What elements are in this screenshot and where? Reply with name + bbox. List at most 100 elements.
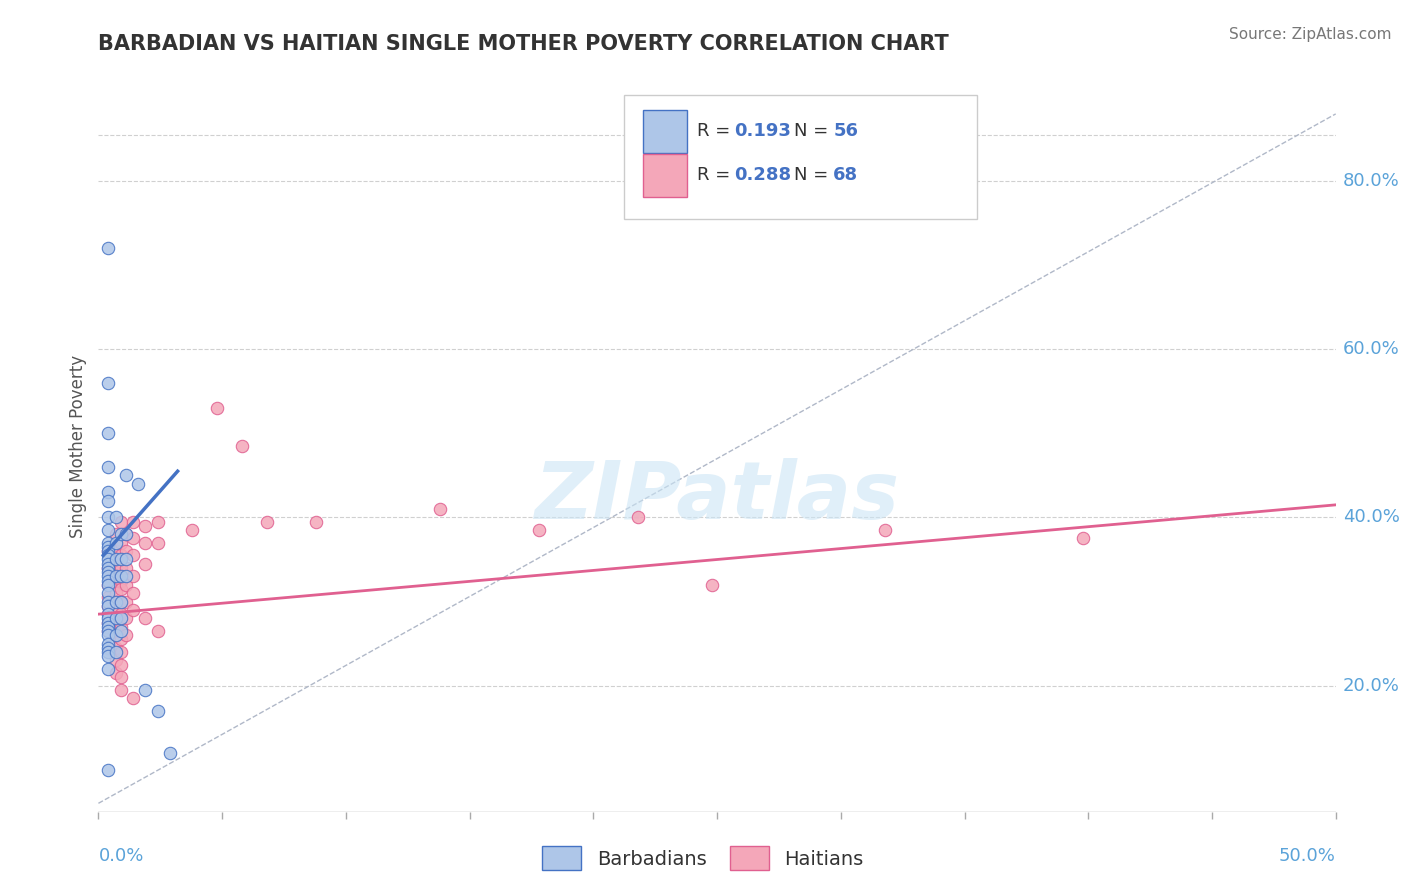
Point: [104, 628, 127, 642]
Point: [110, 549, 132, 563]
Point: [114, 527, 136, 541]
Point: [97, 510, 120, 524]
Point: [146, 535, 169, 549]
Text: 0.193: 0.193: [734, 122, 792, 140]
Point: [114, 611, 136, 625]
Text: 80.0%: 80.0%: [1343, 172, 1399, 190]
Point: [97, 535, 120, 549]
Point: [97, 376, 120, 390]
Point: [104, 552, 127, 566]
Point: [97, 578, 120, 592]
Point: [122, 691, 145, 706]
Point: [114, 527, 136, 541]
Point: [122, 532, 145, 546]
Point: [110, 624, 132, 638]
Point: [110, 527, 132, 541]
Point: [110, 620, 132, 634]
Point: [104, 603, 127, 617]
Text: 0.0%: 0.0%: [98, 847, 143, 865]
Point: [97, 607, 120, 622]
Text: R =: R =: [697, 167, 737, 185]
Point: [1071, 532, 1094, 546]
Point: [104, 594, 127, 608]
Point: [104, 611, 127, 625]
Point: [110, 682, 132, 697]
FancyBboxPatch shape: [643, 153, 688, 197]
Point: [231, 439, 253, 453]
Text: 60.0%: 60.0%: [1343, 341, 1399, 359]
Text: R =: R =: [697, 122, 737, 140]
Y-axis label: Single Mother Poverty: Single Mother Poverty: [69, 354, 87, 538]
Point: [97, 565, 120, 579]
Point: [97, 607, 120, 622]
Point: [110, 535, 132, 549]
Text: BARBADIAN VS HAITIAN SINGLE MOTHER POVERTY CORRELATION CHART: BARBADIAN VS HAITIAN SINGLE MOTHER POVER…: [98, 34, 949, 54]
Text: Source: ZipAtlas.com: Source: ZipAtlas.com: [1229, 27, 1392, 42]
Point: [114, 628, 136, 642]
Text: 20.0%: 20.0%: [1343, 677, 1399, 695]
Point: [97, 242, 120, 256]
Point: [110, 594, 132, 608]
Point: [134, 557, 156, 571]
Point: [97, 591, 120, 605]
Point: [97, 620, 120, 634]
Point: [97, 594, 120, 608]
Point: [104, 586, 127, 600]
Point: [97, 763, 120, 777]
Point: [110, 594, 132, 608]
Point: [104, 527, 127, 541]
Point: [104, 653, 127, 667]
Point: [104, 569, 127, 583]
Point: [104, 594, 127, 608]
Point: [181, 523, 204, 537]
Point: [104, 665, 127, 680]
Point: [114, 561, 136, 575]
Point: [700, 578, 723, 592]
Point: [110, 670, 132, 684]
Point: [97, 662, 120, 676]
Point: [97, 552, 120, 566]
Point: [97, 599, 120, 613]
Point: [114, 594, 136, 608]
Point: [627, 510, 650, 524]
Point: [122, 569, 145, 583]
Point: [97, 574, 120, 588]
Point: [110, 561, 132, 575]
Point: [97, 615, 120, 630]
Point: [114, 468, 136, 483]
Point: [97, 569, 120, 583]
Point: [104, 611, 127, 625]
Point: [104, 578, 127, 592]
Point: [104, 557, 127, 571]
Point: [134, 535, 156, 549]
Point: [97, 544, 120, 558]
Point: [97, 628, 120, 642]
Point: [97, 561, 120, 575]
Point: [104, 640, 127, 655]
Point: [97, 615, 120, 630]
Point: [110, 582, 132, 596]
Point: [527, 523, 550, 537]
Point: [122, 515, 145, 529]
Point: [97, 645, 120, 659]
Point: [110, 569, 132, 583]
Point: [114, 552, 136, 566]
Point: [114, 544, 136, 558]
Point: [97, 599, 120, 613]
Text: N =: N =: [794, 122, 834, 140]
Point: [97, 624, 120, 638]
Point: [122, 603, 145, 617]
Point: [122, 549, 145, 563]
Point: [146, 704, 169, 718]
Point: [127, 476, 149, 491]
Point: [97, 460, 120, 475]
Point: [110, 607, 132, 622]
FancyBboxPatch shape: [624, 95, 977, 219]
Point: [205, 401, 228, 416]
Point: [97, 611, 120, 625]
Point: [97, 557, 120, 571]
Point: [104, 535, 127, 549]
Point: [97, 624, 120, 638]
Point: [134, 682, 156, 697]
Point: [104, 569, 127, 583]
